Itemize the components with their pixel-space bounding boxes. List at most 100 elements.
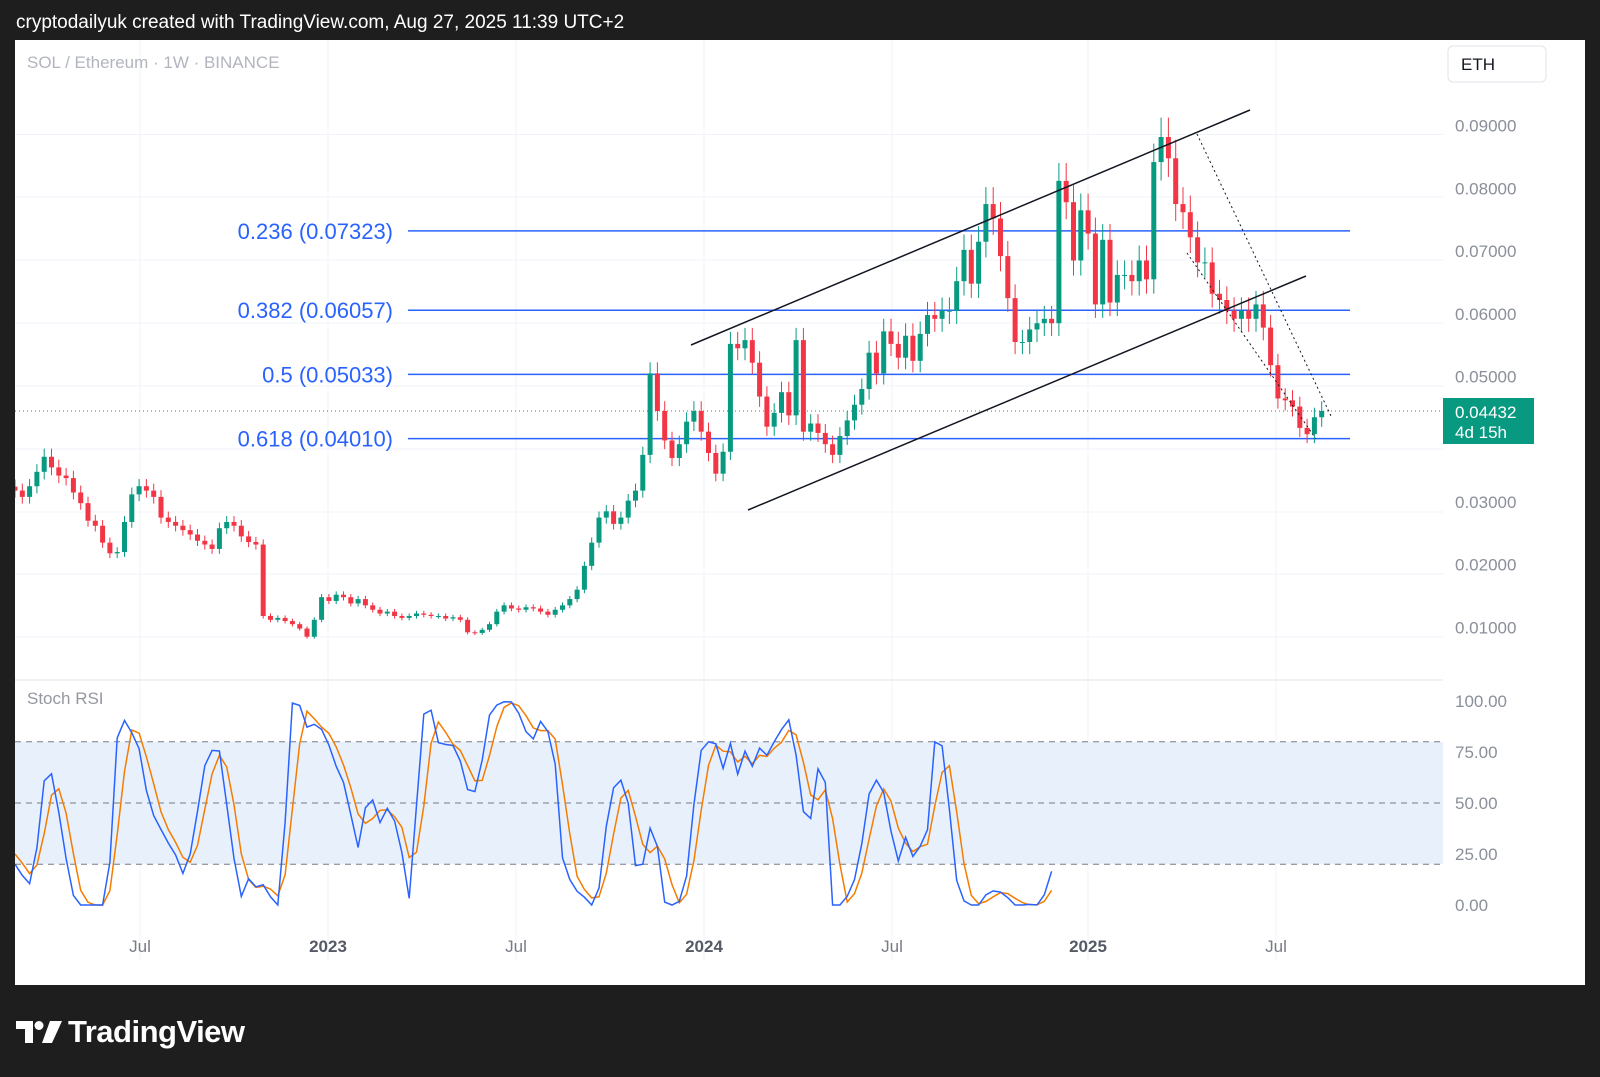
candle[interactable] [998,201,1003,272]
candle[interactable] [1195,221,1201,278]
candle[interactable] [1231,297,1237,332]
candle[interactable] [800,327,806,441]
candle[interactable] [100,519,106,548]
candle[interactable] [348,593,354,607]
candle[interactable] [268,613,273,623]
candle[interactable] [895,331,901,370]
candle[interactable] [1144,245,1149,294]
candle[interactable] [253,536,259,550]
candle[interactable] [1268,314,1274,377]
candle[interactable] [1049,305,1055,337]
candle[interactable] [421,610,427,618]
candle[interactable] [355,595,361,607]
candle[interactable] [757,351,763,407]
candle[interactable] [246,531,252,548]
candle[interactable] [523,604,529,613]
candle[interactable] [903,323,909,370]
candle[interactable] [399,613,405,621]
candle[interactable] [370,602,376,613]
candle[interactable] [122,516,127,557]
candle[interactable] [968,234,974,298]
candle[interactable] [508,602,514,612]
candle[interactable] [1092,217,1098,318]
candle[interactable] [158,490,164,524]
candle[interactable] [545,608,551,618]
candle[interactable] [654,362,660,421]
candle[interactable] [1304,418,1310,444]
candle[interactable] [852,394,857,430]
candle[interactable] [19,483,25,504]
candle[interactable] [392,608,398,619]
candles[interactable] [15,117,1443,639]
candle[interactable] [917,321,923,373]
candle[interactable] [625,494,631,524]
candle[interactable] [56,459,62,484]
candle[interactable] [1151,143,1157,294]
price-axis[interactable]: 0.09000 0.08000 0.07000 0.06000 0.05000 0.030… [1455,117,1516,915]
candle[interactable] [611,505,617,530]
candle[interactable] [1297,396,1303,438]
candle[interactable] [216,522,222,554]
candle[interactable] [720,443,726,482]
candle[interactable] [209,539,215,554]
candle[interactable] [1019,329,1025,355]
candle[interactable] [85,496,91,527]
candle[interactable] [165,511,171,528]
candle[interactable] [129,487,135,528]
candle[interactable] [669,431,675,467]
candle[interactable] [954,266,960,324]
candle[interactable] [260,539,266,619]
candle[interactable] [771,403,777,436]
candle[interactable] [333,591,339,605]
candle[interactable] [647,362,653,464]
candle[interactable] [1209,247,1215,308]
candle[interactable] [457,614,463,623]
candle[interactable] [1012,284,1018,355]
candle[interactable] [567,595,573,609]
candle[interactable] [1319,401,1325,427]
candle[interactable] [173,516,179,532]
candle[interactable] [589,537,595,571]
candle[interactable] [231,516,237,532]
candle[interactable] [939,297,945,332]
candle[interactable] [70,470,76,500]
candle[interactable] [727,331,733,461]
candle[interactable] [815,414,821,442]
candle[interactable] [990,187,996,235]
candle[interactable] [932,301,938,332]
candle[interactable] [435,613,441,619]
candle[interactable] [1114,260,1120,317]
candle[interactable] [822,423,828,453]
candle[interactable] [713,444,719,482]
candle[interactable] [289,618,295,627]
candle[interactable] [1180,187,1186,229]
candle[interactable] [618,511,624,530]
candle[interactable] [63,468,69,486]
chart-frame[interactable]: 0.236 (0.07323) 0.382 (0.06057) 0.5 (0.050… [15,40,1585,985]
candle[interactable] [764,386,770,436]
candle[interactable] [1041,305,1047,337]
candle[interactable] [925,301,930,347]
candle[interactable] [151,483,157,504]
candle[interactable] [34,464,40,494]
candle[interactable] [1217,279,1222,314]
candle[interactable] [1282,388,1288,411]
candle[interactable] [465,617,471,635]
candle[interactable] [633,483,638,508]
candle[interactable] [136,479,142,502]
candle[interactable] [552,606,558,618]
candle[interactable] [1311,407,1317,444]
candle[interactable] [684,412,690,453]
candle[interactable] [866,340,872,400]
candle[interactable] [92,514,98,532]
candle[interactable] [195,529,200,546]
candle[interactable] [640,446,646,498]
candle[interactable] [830,435,836,464]
candle[interactable] [1290,390,1295,417]
candle[interactable] [516,605,522,613]
candle[interactable] [538,605,544,615]
candle[interactable] [107,537,113,559]
candle[interactable] [859,378,865,415]
candle[interactable] [581,561,587,594]
candle[interactable] [78,485,84,510]
